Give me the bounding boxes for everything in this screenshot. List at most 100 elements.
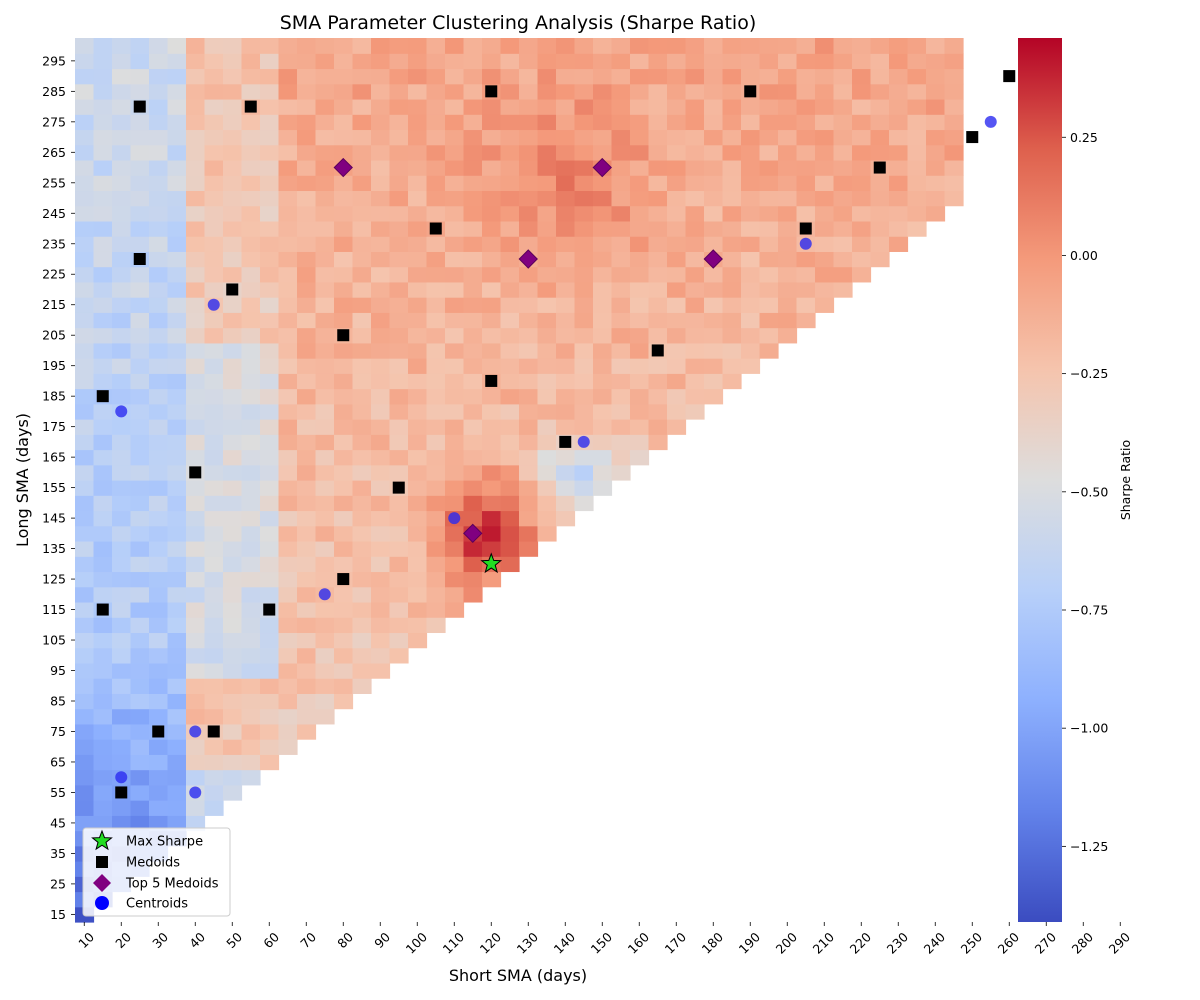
heatmap-cell — [75, 601, 95, 618]
heatmap-cell — [741, 312, 761, 329]
heatmap-cell — [260, 144, 280, 161]
heatmap-cell — [426, 68, 446, 85]
heatmap-cell — [315, 662, 335, 679]
heatmap-cell — [315, 510, 335, 527]
heatmap-cell — [482, 266, 502, 283]
heatmap-cell — [334, 678, 354, 694]
heatmap-cell — [519, 342, 539, 359]
heatmap-cell — [556, 114, 576, 131]
heatmap-cell — [334, 281, 354, 298]
heatmap-cell — [426, 281, 446, 298]
heatmap-cell — [426, 190, 446, 207]
heatmap-cell — [93, 266, 113, 283]
heatmap-cell — [630, 388, 650, 405]
medoid-marker — [873, 161, 886, 174]
heatmap-cell — [519, 373, 539, 390]
heatmap-cell — [482, 510, 502, 527]
heatmap-cell — [852, 114, 872, 131]
heatmap-cell — [149, 510, 169, 527]
colorbar-tick-label: −1.25 — [1070, 839, 1108, 854]
heatmap-cell — [149, 129, 169, 146]
heatmap-cell — [704, 114, 724, 131]
heatmap-cell — [241, 769, 261, 786]
heatmap-cell — [260, 525, 280, 542]
heatmap-cell — [241, 739, 261, 755]
heatmap-cell — [112, 358, 132, 374]
heatmap-cell — [149, 205, 169, 222]
heatmap-cell — [241, 708, 261, 725]
heatmap-cell — [574, 327, 594, 344]
heatmap-cell — [593, 205, 613, 222]
y-tick-label: 65 — [50, 754, 66, 769]
heatmap-cell — [149, 68, 169, 85]
heatmap-cell — [482, 281, 502, 298]
heatmap-cell — [926, 114, 946, 131]
heatmap-cell — [260, 205, 280, 222]
heatmap-cell — [297, 647, 317, 664]
heatmap-cell — [482, 159, 502, 176]
heatmap-cell — [445, 297, 465, 313]
heatmap-cell — [149, 114, 169, 131]
heatmap-cell — [75, 617, 95, 634]
medoid-marker — [96, 390, 109, 403]
heatmap-cell — [500, 403, 520, 420]
heatmap-cell — [204, 495, 224, 512]
heatmap-cell — [352, 403, 372, 420]
heatmap-cell — [260, 342, 280, 359]
heatmap-cell — [371, 449, 391, 466]
heatmap-cell — [260, 297, 280, 313]
heatmap-cell — [186, 190, 206, 207]
x-tick-label: 270 — [1032, 929, 1060, 957]
heatmap-cell — [260, 708, 280, 725]
heatmap-cell — [667, 175, 687, 192]
heatmap-cell — [93, 784, 113, 801]
heatmap-cell — [778, 205, 798, 222]
heatmap-cell — [112, 434, 132, 451]
heatmap-cell — [315, 464, 335, 481]
heatmap-cell — [408, 175, 428, 192]
heatmap-cell — [426, 434, 446, 451]
heatmap-cell — [500, 388, 520, 405]
heatmap-cell — [537, 190, 557, 207]
heatmap-cell — [112, 800, 132, 816]
heatmap-cell — [186, 205, 206, 222]
heatmap-cell — [75, 815, 95, 832]
heatmap-cell — [371, 144, 391, 161]
medoid-marker — [392, 481, 405, 494]
heatmap-cell — [93, 739, 113, 755]
heatmap-cell — [186, 327, 206, 344]
heatmap-cell — [611, 464, 631, 481]
heatmap-cell — [611, 419, 631, 435]
heatmap-cell — [630, 159, 650, 176]
heatmap-cell — [574, 38, 594, 54]
heatmap-cell — [611, 281, 631, 298]
heatmap-cell — [241, 129, 261, 146]
heatmap-cell — [611, 449, 631, 466]
heatmap-cell — [112, 419, 132, 435]
heatmap-cell — [852, 159, 872, 176]
heatmap-cell — [149, 53, 169, 70]
heatmap-cell — [408, 220, 428, 237]
heatmap-cell — [167, 98, 187, 115]
heatmap-cell — [204, 662, 224, 679]
heatmap-cell — [445, 38, 465, 54]
heatmap-cell — [167, 647, 187, 664]
heatmap-cell — [112, 327, 132, 344]
heatmap-cell — [648, 98, 668, 115]
heatmap-cell — [630, 251, 650, 268]
heatmap-cell — [204, 281, 224, 298]
heatmap-cell — [112, 464, 132, 481]
heatmap-cell — [186, 434, 206, 451]
heatmap-cell — [685, 297, 705, 313]
heatmap-cell — [315, 342, 335, 359]
heatmap-cell — [278, 708, 298, 725]
heatmap-cell — [926, 205, 946, 222]
heatmap-cell — [149, 480, 169, 496]
heatmap-cell — [149, 556, 169, 573]
heatmap-cell — [667, 251, 687, 268]
heatmap-cell — [389, 419, 409, 435]
y-tick-label: 215 — [42, 297, 66, 312]
heatmap-cell — [500, 540, 520, 557]
heatmap-cell — [371, 53, 391, 70]
heatmap-cell — [223, 617, 243, 634]
